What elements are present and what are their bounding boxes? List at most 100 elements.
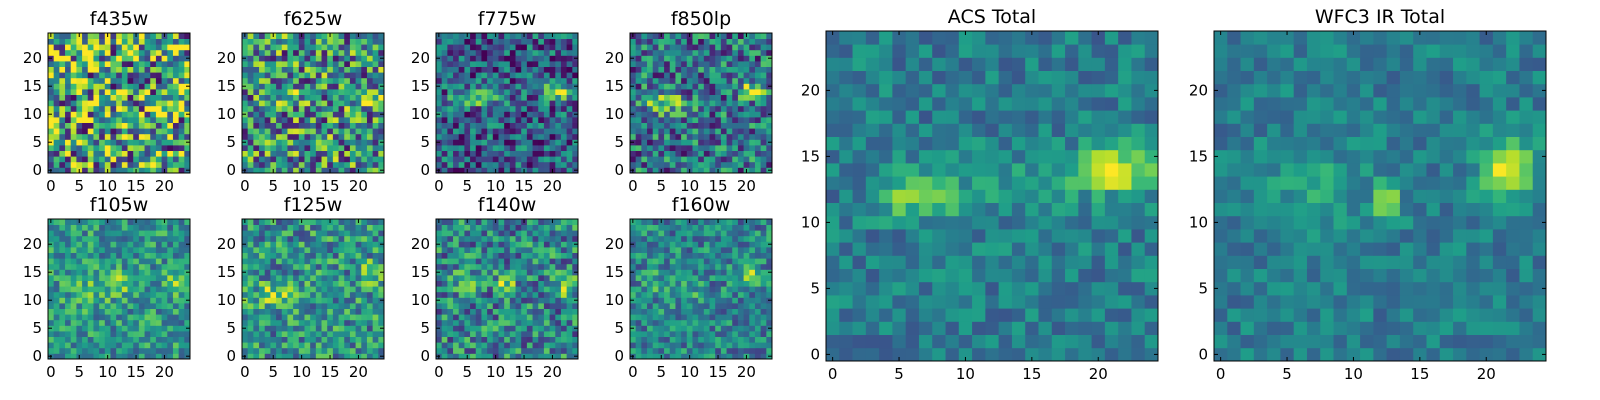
heatmap-cell xyxy=(361,49,368,56)
heatmap-cell xyxy=(743,342,750,349)
heatmap-cell xyxy=(726,72,733,79)
heatmap-cell xyxy=(754,139,762,146)
heatmap-cell xyxy=(338,145,345,151)
heatmap-cell xyxy=(560,286,568,293)
heatmap-cell xyxy=(87,280,94,287)
heatmap-cell xyxy=(572,61,579,67)
heatmap-cell xyxy=(509,314,516,321)
heatmap-cell xyxy=(526,258,533,265)
y-tick-label: 15 xyxy=(23,263,42,281)
heatmap-cell xyxy=(298,117,305,123)
heatmap-cell xyxy=(338,325,345,332)
heatmap-cell xyxy=(99,241,106,248)
heatmap-cell xyxy=(259,94,266,101)
heatmap-cell xyxy=(276,319,283,326)
heatmap-cell xyxy=(104,94,111,101)
heatmap-cell xyxy=(70,247,77,253)
heatmap-cell xyxy=(675,77,682,84)
heatmap-cell xyxy=(65,258,72,265)
heatmap-cell xyxy=(447,44,454,51)
heatmap-cell xyxy=(116,89,123,95)
heatmap-cell xyxy=(470,105,477,112)
heatmap-cell xyxy=(48,291,55,298)
heatmap-cell xyxy=(344,224,351,231)
heatmap-cell xyxy=(630,342,637,349)
heatmap-cell xyxy=(766,122,773,129)
heatmap-cell xyxy=(720,353,727,360)
heatmap-cell xyxy=(104,122,111,129)
heatmap-cell xyxy=(515,252,522,259)
heatmap-cell xyxy=(526,336,533,343)
heatmap-cell xyxy=(116,280,123,287)
heatmap-cell xyxy=(543,89,550,95)
heatmap-cell xyxy=(436,72,443,79)
heatmap-cell xyxy=(366,94,374,101)
heatmap-cell xyxy=(110,353,117,360)
heatmap-cell xyxy=(161,269,168,276)
heatmap-cell xyxy=(504,241,511,248)
heatmap-cell xyxy=(675,105,682,112)
heatmap-cell xyxy=(441,83,448,90)
heatmap-cell xyxy=(766,128,773,135)
heatmap-cell xyxy=(133,49,140,56)
heatmap-cell xyxy=(692,33,699,39)
heatmap-cell xyxy=(498,156,505,163)
heatmap-cell xyxy=(555,353,562,360)
heatmap-cell xyxy=(167,167,174,174)
heatmap-cell xyxy=(184,219,191,225)
heatmap-cell xyxy=(635,77,642,84)
heatmap-cell xyxy=(327,314,334,321)
heatmap-cell xyxy=(652,280,659,287)
heatmap-cell xyxy=(70,331,77,337)
heatmap-cell xyxy=(178,156,185,163)
heatmap-cell xyxy=(441,33,448,39)
heatmap-cell xyxy=(247,38,254,45)
heatmap-cell xyxy=(127,235,134,242)
heatmap-cell xyxy=(658,122,665,129)
heatmap-cell xyxy=(481,55,488,62)
heatmap-cell xyxy=(652,89,659,95)
heatmap-cell xyxy=(504,133,511,140)
heatmap-cell xyxy=(647,314,654,321)
x-tick-label: 0 xyxy=(240,363,250,381)
heatmap-cell xyxy=(749,275,756,281)
heatmap-cell xyxy=(178,230,185,237)
heatmap-cell xyxy=(344,66,351,73)
heatmap-cell xyxy=(766,49,773,56)
heatmap-cell xyxy=(172,150,180,157)
heatmap-cell xyxy=(698,83,705,90)
heatmap-cell xyxy=(155,342,162,349)
heatmap-cell xyxy=(59,77,66,84)
heatmap-cell xyxy=(366,252,374,259)
heatmap-cell xyxy=(247,347,254,354)
heatmap-cell xyxy=(76,308,83,315)
heatmap-cell xyxy=(504,122,511,129)
heatmap-cell xyxy=(521,325,528,332)
heatmap-cell xyxy=(675,275,682,281)
heatmap-cell xyxy=(560,77,568,84)
heatmap-cell xyxy=(167,269,174,276)
heatmap-cell xyxy=(481,336,488,343)
heatmap-cell xyxy=(138,252,145,259)
heatmap-cell xyxy=(87,77,94,84)
heatmap-cell xyxy=(366,235,374,242)
heatmap-cell xyxy=(555,275,562,281)
heatmap-cell xyxy=(133,303,140,309)
heatmap-cell xyxy=(293,331,300,337)
heatmap-cell xyxy=(259,280,266,287)
heatmap-cell xyxy=(253,161,260,168)
heatmap-cell xyxy=(65,133,72,140)
heatmap-cell xyxy=(321,150,328,157)
heatmap-cell xyxy=(692,167,699,174)
heatmap-cell xyxy=(127,258,134,265)
heatmap-cell xyxy=(127,156,134,163)
heatmap-cell xyxy=(549,235,556,242)
heatmap-cell xyxy=(635,55,642,62)
heatmap-cell xyxy=(447,122,454,129)
heatmap-cell xyxy=(526,291,533,298)
heatmap-cell xyxy=(53,139,60,146)
heatmap-cell xyxy=(127,66,134,73)
heatmap-cell xyxy=(315,156,322,163)
heatmap-cell xyxy=(121,319,128,326)
heatmap-cell xyxy=(82,83,89,90)
